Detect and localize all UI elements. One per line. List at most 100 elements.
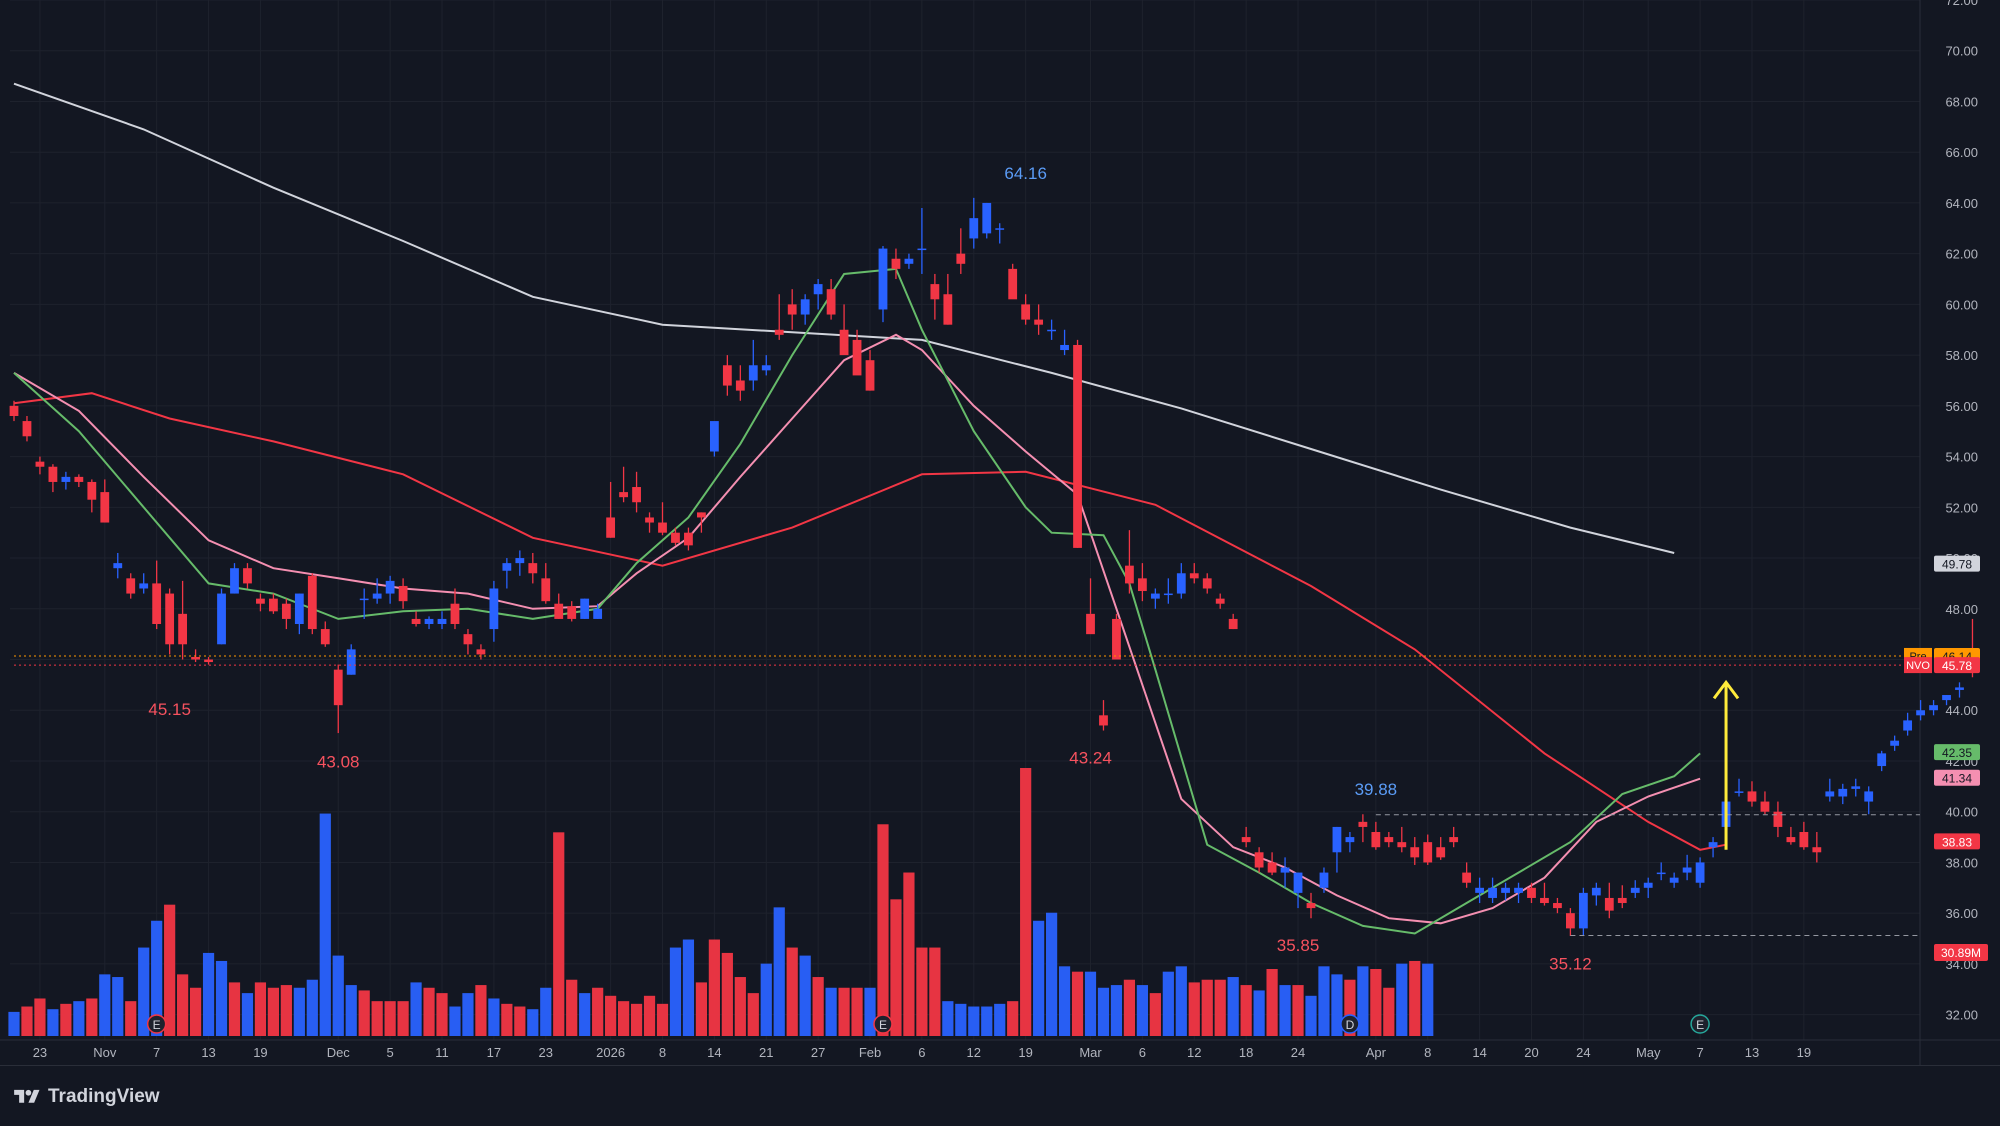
volume-bar [1071, 971, 1084, 1036]
candle-body [787, 304, 797, 315]
moving-average-line [13, 267, 1701, 935]
candle-body [1332, 826, 1342, 853]
candle [1475, 877, 1485, 904]
candle [1890, 735, 1900, 751]
candle [1540, 882, 1549, 906]
candle-body [346, 649, 356, 675]
price-label-tag-bg [1904, 657, 1932, 674]
candle [1877, 750, 1887, 772]
volume-bar [1136, 985, 1148, 1036]
candle-body [243, 568, 252, 584]
candle [982, 202, 992, 239]
volume-bar [695, 982, 708, 1036]
candle [333, 664, 343, 734]
volume-bar [1422, 963, 1434, 1036]
candle [100, 479, 110, 523]
candle-body [1358, 821, 1368, 827]
candle-body [1760, 801, 1770, 812]
candle-body [1514, 887, 1523, 893]
volume-bar [617, 1001, 630, 1036]
candle-body [619, 492, 628, 498]
volume-bar [1123, 979, 1136, 1036]
chart-background [0, 0, 2000, 1065]
time-axis-tick: Apr [1366, 1045, 1387, 1060]
volume-bar [825, 987, 837, 1036]
time-axis-tick: 19 [1797, 1045, 1811, 1060]
volume-bar [1033, 920, 1045, 1036]
volume-bar [462, 993, 474, 1036]
price-axis-tick: 40.00 [1945, 805, 1978, 820]
price-label-text: 42.35 [1942, 746, 1972, 760]
candle-body [281, 603, 291, 619]
candle-body [139, 583, 149, 589]
candle-body [1163, 593, 1173, 596]
event-marker-circle [1340, 1014, 1360, 1034]
price-chart[interactable]: 64.16 45.15 43.08 43.24 39.88 35.85 35.12 E E D E 3… [0, 0, 2000, 1065]
candle [22, 416, 32, 442]
candle-body [1643, 882, 1653, 888]
time-axis-tick: 14 [1472, 1045, 1486, 1060]
candle [722, 355, 732, 396]
candle [956, 228, 966, 274]
candle-body [904, 258, 914, 264]
candle-body [1150, 593, 1160, 599]
candle [891, 248, 901, 280]
candle [437, 611, 447, 630]
candle [385, 575, 395, 604]
candle-body [1799, 832, 1809, 848]
candle-body [1773, 811, 1783, 827]
volume-bars [8, 768, 1434, 1036]
event-marker-circle [873, 1014, 893, 1034]
candle [1423, 834, 1433, 865]
level-lines [14, 655, 1920, 936]
volume-bar [151, 920, 163, 1036]
volume-bar [643, 995, 656, 1036]
candle-body [48, 466, 58, 482]
volume-bar [47, 1009, 59, 1036]
candle [204, 656, 213, 665]
candle-body [1241, 837, 1251, 843]
candle [1514, 882, 1523, 904]
candle [1903, 712, 1913, 736]
volume-bar [1409, 960, 1421, 1036]
volume-bar [332, 955, 344, 1036]
volume-bar [397, 1001, 409, 1036]
candle [528, 552, 538, 584]
candle-body [1527, 887, 1536, 898]
volume-bar [1240, 985, 1252, 1036]
candle [1241, 826, 1251, 848]
candle-body [61, 476, 71, 482]
candle-body [87, 481, 97, 500]
candle-body [761, 365, 771, 371]
price-axis-tick: 66.00 [1945, 145, 1978, 160]
tradingview-brand[interactable]: TradingView [12, 1086, 160, 1108]
time-axis-tick: 27 [811, 1045, 825, 1060]
time-axis-tick: 24 [1291, 1045, 1305, 1060]
volume-bar [592, 987, 604, 1036]
candle-body [204, 659, 213, 663]
volume-bar [164, 904, 176, 1036]
candle-body [580, 598, 590, 619]
volume-bar [436, 993, 448, 1036]
candle [658, 502, 667, 536]
candle [774, 294, 784, 340]
time-axis-tick: 17 [487, 1045, 501, 1060]
candle [1086, 578, 1095, 635]
candle-body [1137, 578, 1147, 592]
candle [1047, 319, 1056, 340]
candle [152, 560, 162, 630]
volume-bar [929, 947, 941, 1036]
volume-bar [345, 985, 357, 1036]
volume-bar [890, 899, 902, 1036]
volume-bar [851, 987, 863, 1036]
volume-bar [73, 1001, 85, 1036]
volume-bar [1058, 966, 1071, 1036]
volume-bar [254, 982, 267, 1036]
volume-bar [527, 1009, 539, 1036]
price-axis-tick: 44.00 [1945, 703, 1978, 718]
volume-bar [981, 1006, 993, 1036]
time-axis-tick: 14 [707, 1045, 721, 1060]
candle-body [489, 588, 499, 630]
volume-bar [812, 977, 824, 1036]
